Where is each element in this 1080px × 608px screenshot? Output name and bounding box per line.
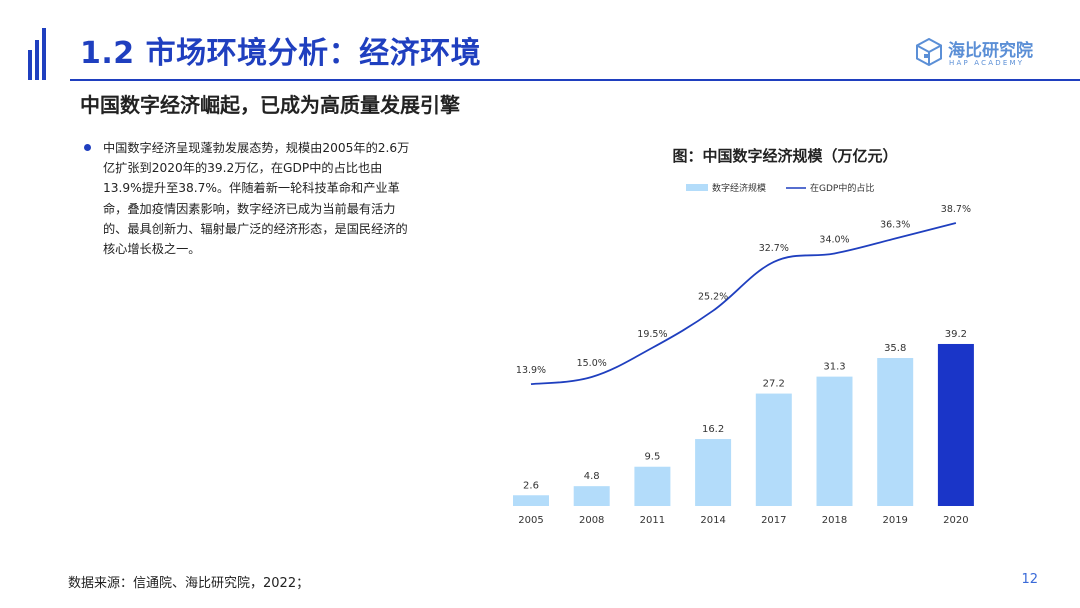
title-accent-bars: [28, 26, 54, 80]
bullet-text: 中国数字经济呈现蓬勃发展态势，规模由2005年的2.6万亿扩张到2020年的39…: [103, 141, 410, 257]
gdp-share-line: [530, 222, 957, 386]
bar-value-label-2017: 27.2: [763, 379, 785, 390]
cube-logo-icon: [916, 38, 942, 66]
line-value-label-2019: 36.3%: [880, 220, 910, 231]
line-value-label-2008: 15.0%: [577, 358, 607, 369]
logo-subtitle: HAP ACADEMY: [949, 59, 1025, 67]
company-logo: 海比研究院 HAP ACADEMY: [916, 36, 1046, 70]
page-number: 12: [1021, 572, 1038, 587]
bar-value-label-2011: 9.5: [644, 452, 660, 463]
line-value-label-2014: 25.2%: [698, 292, 728, 303]
bullet-dot: [84, 144, 91, 151]
legend-bar-label: 数字经济规模: [712, 182, 766, 194]
page-title: 1.2 市场环境分析：经济环境: [80, 36, 482, 71]
x-tick-label-2019: 2019: [882, 515, 907, 526]
bar-2017: [755, 393, 792, 506]
legend-bar-swatch: [686, 184, 708, 191]
combo-chart: 数字经济规模 在GDP中的占比 2.6 2005 4.8 2008 9.5 2011 16.2 2…: [513, 182, 974, 526]
chart-title: 图：中国数字经济规模（万亿元）: [672, 147, 898, 165]
line-value-label-2011: 19.5%: [637, 329, 667, 340]
line-value-label-2018: 34.0%: [819, 235, 849, 246]
bar-value-label-2020: 39.2: [945, 329, 967, 340]
x-tick-label-2014: 2014: [700, 515, 725, 526]
bar-value-label-2008: 4.8: [584, 471, 600, 482]
bar-value-label-2018: 31.3: [823, 362, 845, 373]
bar-value-label-2014: 16.2: [702, 424, 724, 435]
logo-name: 海比研究院: [948, 41, 1033, 61]
bar-2020: [937, 343, 974, 506]
x-tick-label-2018: 2018: [822, 515, 847, 526]
x-tick-label-2020: 2020: [943, 515, 968, 526]
line-value-label-2017: 32.7%: [759, 243, 789, 254]
bar-2014: [695, 439, 732, 506]
line-value-label-2020: 38.7%: [941, 204, 971, 215]
bar-2019: [877, 358, 914, 506]
x-tick-label-2005: 2005: [518, 515, 543, 526]
x-tick-label-2011: 2011: [640, 515, 665, 526]
x-tick-label-2017: 2017: [761, 515, 786, 526]
bar-value-label-2005: 2.6: [523, 480, 539, 491]
header-divider: [70, 79, 1080, 81]
section-subtitle: 中国数字经济崛起，已成为高质量发展引擎: [80, 93, 460, 117]
bar-2011: [634, 466, 671, 506]
data-source: 数据来源：信通院、海比研究院，2022；: [68, 576, 310, 591]
bullet-point: 中国数字经济呈现蓬勃发展态势，规模由2005年的2.6万亿扩张到2020年的39…: [84, 138, 414, 259]
legend-line-label: 在GDP中的占比: [810, 182, 874, 194]
bar-2005: [513, 495, 549, 506]
line-value-label-2005: 13.9%: [516, 365, 546, 376]
bar-value-label-2019: 35.8: [884, 343, 906, 354]
x-tick-label-2008: 2008: [579, 515, 604, 526]
bar-2018: [816, 376, 853, 506]
bar-2008: [573, 486, 610, 506]
